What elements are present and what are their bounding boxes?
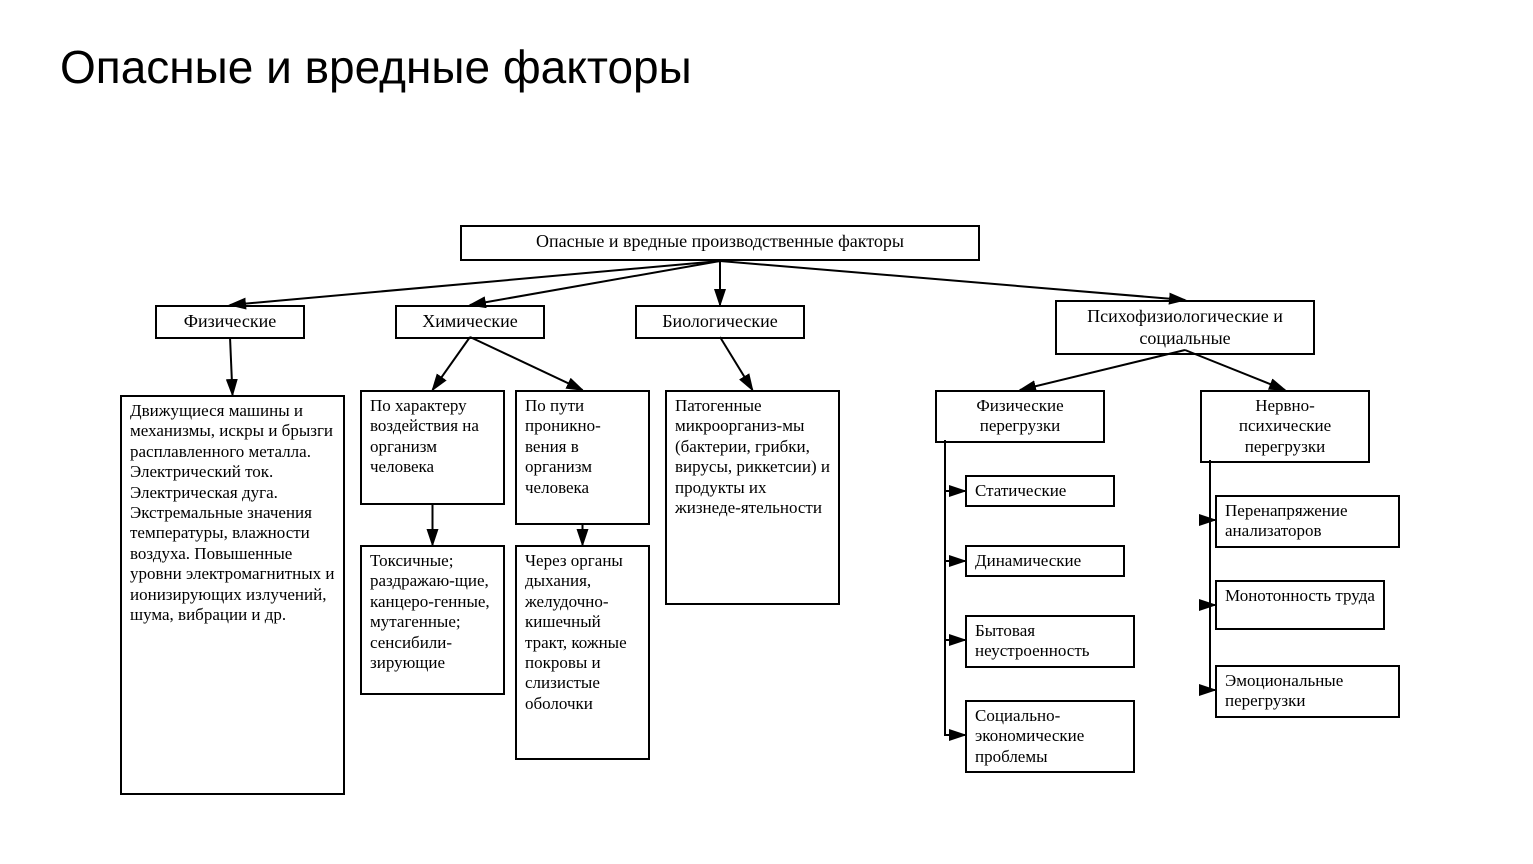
node-psycho-header: Психофизиологические и социальные	[1055, 300, 1315, 355]
connector	[945, 440, 965, 491]
connector	[433, 337, 471, 390]
connector	[945, 440, 965, 640]
node-chemical-by-path-header: По пути проникно-вения в организм челове…	[515, 390, 650, 525]
node-psycho-left-header: Физические перегрузки	[935, 390, 1105, 443]
node-psycho-left-item: Статические	[965, 475, 1115, 507]
node-psycho-left-item: Социально-экономические проблемы	[965, 700, 1135, 773]
node-psycho-right-item: Монотонность труда	[1215, 580, 1385, 630]
connector	[945, 440, 965, 561]
node-biological-header: Биологические	[635, 305, 805, 339]
connector	[945, 440, 965, 735]
connector	[230, 337, 233, 395]
node-psycho-right-item: Эмоциональные перегрузки	[1215, 665, 1400, 718]
connector	[1185, 350, 1285, 390]
node-chemical-by-effect-header: По характеру воздействия на организм чел…	[360, 390, 505, 505]
connector	[470, 261, 720, 305]
connector	[720, 337, 753, 390]
node-chemical-header: Химические	[395, 305, 545, 339]
node-psycho-left-item: Бытовая неустроенность	[965, 615, 1135, 668]
node-physical-detail: Движущиеся машины и механизмы, искры и б…	[120, 395, 345, 795]
node-physical-header: Физические	[155, 305, 305, 339]
node-psycho-right-item: Перенапряжение анализаторов	[1215, 495, 1400, 548]
slide: Опасные и вредные факторы Опасные и вред…	[0, 0, 1533, 864]
node-psycho-left-item: Динамические	[965, 545, 1125, 577]
node-psycho-right-header: Нервно-психические перегрузки	[1200, 390, 1370, 463]
node-chemical-by-path-detail: Через органы дыхания, желудочно-кишечный…	[515, 545, 650, 760]
connector	[720, 261, 1185, 300]
node-root: Опасные и вредные производственные факто…	[460, 225, 980, 261]
slide-title: Опасные и вредные факторы	[60, 40, 692, 94]
connector	[230, 261, 720, 305]
node-biological-detail: Патогенные микроорганиз-мы (бактерии, гр…	[665, 390, 840, 605]
connector	[1020, 350, 1185, 390]
connector	[470, 337, 583, 390]
node-chemical-by-effect-detail: Токсичные; раздражаю-щие, канцеро-генные…	[360, 545, 505, 695]
